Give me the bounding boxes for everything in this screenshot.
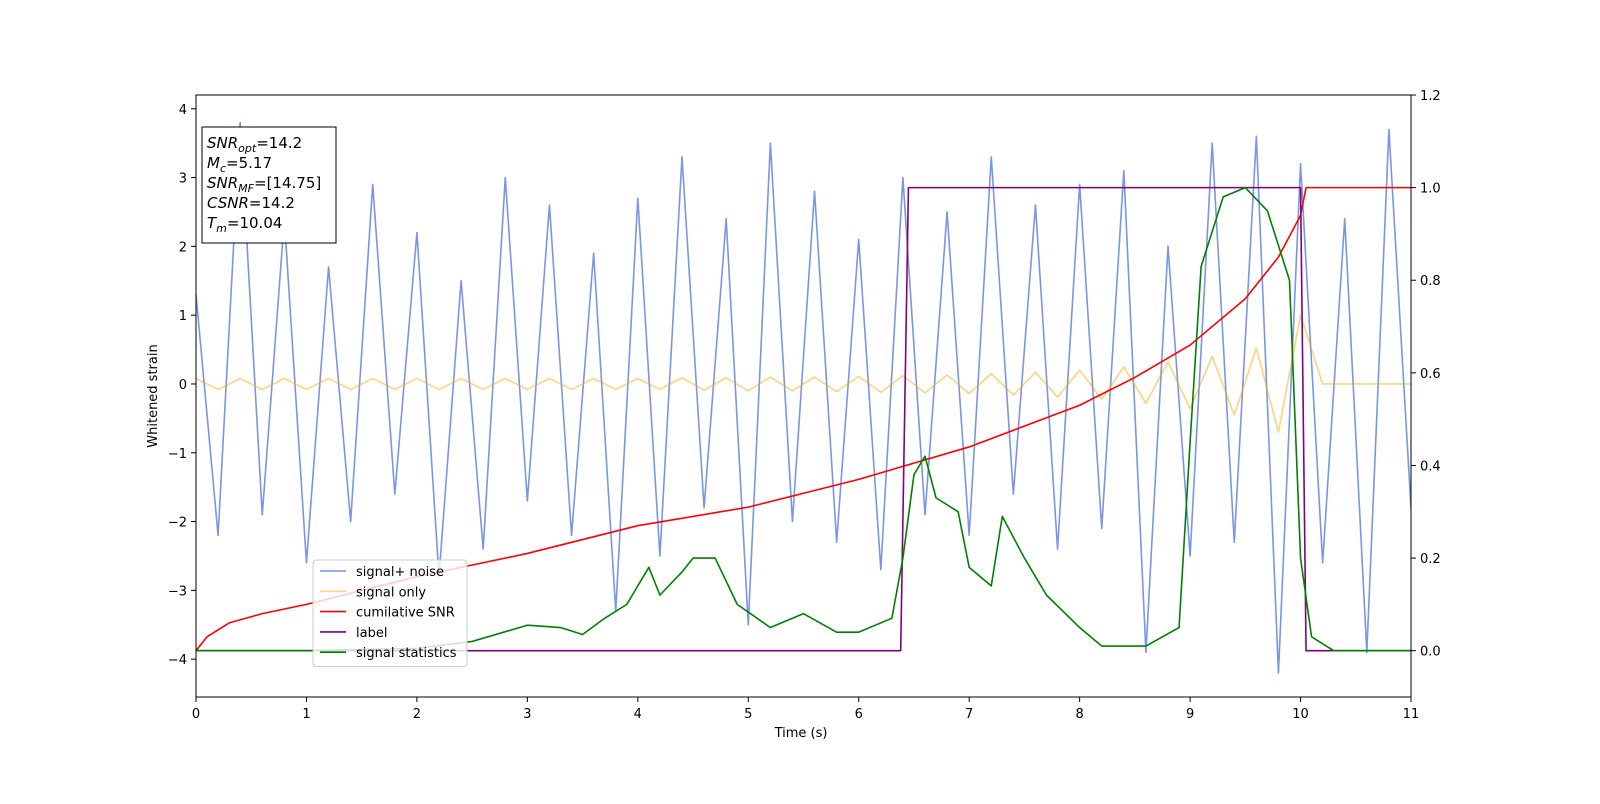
y-tick-label: −2 bbox=[168, 516, 187, 531]
series-line bbox=[196, 121, 1411, 674]
plot-area bbox=[196, 121, 1411, 674]
stats-line: SNRMF=[14.75] bbox=[207, 174, 321, 195]
y-tick-label: 4 bbox=[179, 103, 187, 118]
series-line bbox=[196, 186, 1411, 652]
stat-subscript: c bbox=[220, 162, 226, 175]
x-tick-label: 9 bbox=[1186, 707, 1194, 722]
x-tick-label: 3 bbox=[523, 707, 531, 722]
stats-line: Mc=5.17 bbox=[207, 154, 272, 175]
legend-label: cumilative SNR bbox=[356, 606, 455, 621]
stats-box bbox=[201, 126, 337, 244]
y2-tick-label: 0.6 bbox=[1420, 367, 1441, 382]
stat-value: =[14.75] bbox=[254, 174, 321, 192]
stat-subscript: MF bbox=[238, 182, 254, 195]
legend-label: signal+ noise bbox=[356, 565, 444, 580]
x-tick-label: 7 bbox=[965, 707, 973, 722]
stat-value: =5.17 bbox=[226, 154, 272, 172]
x-tick-label: 2 bbox=[413, 707, 421, 722]
x-tick-label: 11 bbox=[1403, 707, 1420, 722]
legend-label: signal only bbox=[356, 585, 426, 600]
x-tick-label: 0 bbox=[192, 707, 200, 722]
series-line bbox=[196, 314, 1411, 433]
y-tick-label: −1 bbox=[168, 447, 187, 462]
series-line bbox=[196, 186, 1411, 652]
stat-value: =14.2 bbox=[256, 134, 302, 152]
y-tick-label: 3 bbox=[179, 172, 187, 187]
stats-line: CSNR=14.2 bbox=[207, 194, 295, 212]
x-tick-label: 6 bbox=[855, 707, 863, 722]
stat-value: =14.2 bbox=[249, 194, 295, 212]
x-tick-label: 10 bbox=[1292, 707, 1309, 722]
stat-name: M bbox=[207, 154, 220, 172]
stat-subscript: opt bbox=[238, 142, 257, 155]
y-tick-label: 2 bbox=[179, 240, 187, 255]
y-tick-label: 0 bbox=[179, 378, 187, 393]
stats-line: Tm=10.04 bbox=[207, 214, 282, 235]
legend-label: signal statistics bbox=[356, 646, 457, 661]
x-tick-label: 1 bbox=[302, 707, 310, 722]
y2-tick-label: 0.8 bbox=[1420, 274, 1441, 289]
stat-name: SNR bbox=[207, 174, 238, 192]
y2-tick-label: 1.0 bbox=[1420, 182, 1441, 197]
stat-name: CSNR bbox=[207, 194, 249, 212]
stat-name: SNR bbox=[207, 134, 238, 152]
axes-frame bbox=[195, 94, 1412, 698]
y-tick-label: −3 bbox=[168, 584, 187, 599]
series-line bbox=[196, 186, 1411, 652]
x-tick-label: 4 bbox=[634, 707, 642, 722]
stat-value: =10.04 bbox=[227, 214, 283, 232]
y-axis-label: Whitened strain bbox=[146, 344, 161, 447]
x-tick-label: 8 bbox=[1075, 707, 1083, 722]
legend-box bbox=[312, 559, 468, 667]
legend-label: label bbox=[356, 626, 387, 641]
stat-name: T bbox=[207, 214, 218, 232]
y2-tick-label: 0.2 bbox=[1420, 552, 1441, 567]
y2-tick-label: 1.2 bbox=[1420, 89, 1441, 104]
x-axis-label: Time (s) bbox=[774, 726, 828, 741]
stats-line: SNRopt=14.2 bbox=[207, 134, 302, 155]
y2-tick-label: 0.4 bbox=[1420, 459, 1441, 474]
y-tick-label: 1 bbox=[179, 309, 187, 324]
y2-tick-label: 0.0 bbox=[1420, 645, 1441, 660]
stat-subscript: m bbox=[216, 222, 227, 235]
y-tick-label: −4 bbox=[168, 653, 187, 668]
x-tick-label: 5 bbox=[744, 707, 752, 722]
